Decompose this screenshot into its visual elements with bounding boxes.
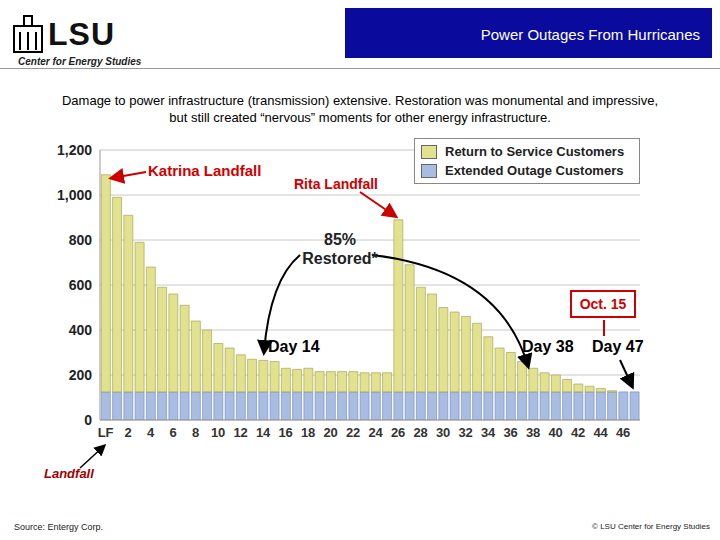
svg-text:400: 400 xyxy=(69,322,93,338)
svg-text:24: 24 xyxy=(368,425,383,440)
html-text:Center for Energy Studies: Center for Energy Studies xyxy=(18,56,142,67)
svg-text:34: 34 xyxy=(481,425,496,440)
svg-text:44: 44 xyxy=(593,425,608,440)
svg-text:42: 42 xyxy=(571,425,585,440)
html-text:Extended Outage Customers: Extended Outage Customers xyxy=(445,163,624,178)
svg-text:600: 600 xyxy=(69,277,93,293)
svg-text:10: 10 xyxy=(211,425,225,440)
html-text:Katrina Landfall: Katrina Landfall xyxy=(148,162,262,179)
svg-text:46: 46 xyxy=(616,425,630,440)
svg-text:28: 28 xyxy=(413,425,427,440)
svg-text:4: 4 xyxy=(147,425,155,440)
html-text:© LSU Center for Energy Studie: © LSU Center for Energy Studies xyxy=(592,522,710,531)
svg-text:30: 30 xyxy=(436,425,450,440)
html-text:Day 14: Day 14 xyxy=(268,338,320,355)
html-text:85% Restored*: 85% Restored* xyxy=(302,231,378,267)
html-text:Oct. 15: Oct. 15 xyxy=(579,296,627,312)
html-text:Day 38: Day 38 xyxy=(522,338,574,355)
svg-text:8: 8 xyxy=(192,425,199,440)
svg-text:1,200: 1,200 xyxy=(57,142,92,158)
html-text:Damage to power infrastructure: Damage to power infrastructure (transmis… xyxy=(62,93,658,125)
svg-text:38: 38 xyxy=(526,425,540,440)
svg-text:LF: LF xyxy=(98,425,114,440)
svg-text:6: 6 xyxy=(170,425,177,440)
svg-text:36: 36 xyxy=(503,425,517,440)
svg-text:200: 200 xyxy=(69,367,93,383)
svg-text:18: 18 xyxy=(301,425,315,440)
html-text:Power Outages From Hurricanes: Power Outages From Hurricanes xyxy=(480,26,700,43)
html-text:Day 47: Day 47 xyxy=(592,338,644,355)
svg-text:1,000: 1,000 xyxy=(57,187,92,203)
svg-text:0: 0 xyxy=(84,412,92,428)
html-text:Rita Landfall: Rita Landfall xyxy=(294,176,378,192)
svg-text:20: 20 xyxy=(323,425,337,440)
html-text:Source: Entergy Corp.: Source: Entergy Corp. xyxy=(14,522,103,532)
html-text:Return to Service Customers: Return to Service Customers xyxy=(445,144,625,159)
svg-text:22: 22 xyxy=(346,425,360,440)
html-text:LSU: LSU xyxy=(48,16,115,52)
svg-text:40: 40 xyxy=(548,425,562,440)
svg-text:14: 14 xyxy=(256,425,271,440)
svg-text:12: 12 xyxy=(233,425,247,440)
svg-text:26: 26 xyxy=(391,425,405,440)
svg-text:32: 32 xyxy=(458,425,472,440)
svg-text:16: 16 xyxy=(278,425,292,440)
svg-text:800: 800 xyxy=(69,232,93,248)
html-text:Landfall: Landfall xyxy=(44,466,94,481)
svg-text:2: 2 xyxy=(125,425,132,440)
